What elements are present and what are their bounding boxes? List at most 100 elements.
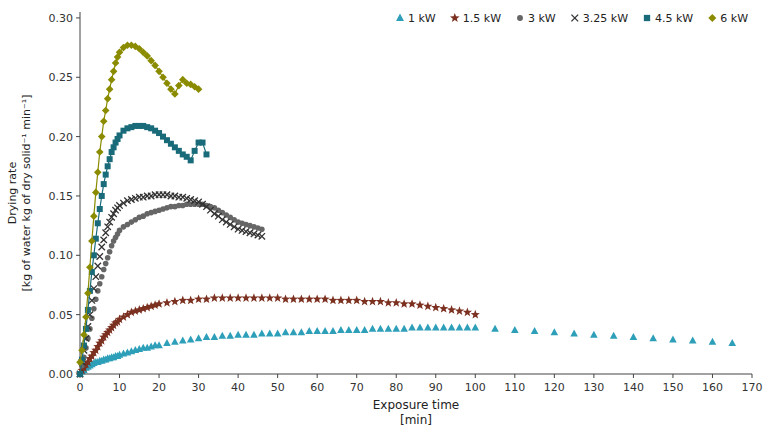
data-point (91, 252, 97, 258)
data-point (249, 293, 258, 302)
data-point (281, 294, 290, 303)
data-point (439, 304, 448, 313)
data-point (77, 371, 83, 377)
chart: 0102030405060708090100110120130140150160… (0, 0, 768, 432)
data-point (202, 294, 211, 303)
data-point (305, 327, 313, 334)
data-point (689, 337, 697, 344)
x-tick-label: 140 (623, 381, 644, 394)
series (76, 324, 736, 377)
legend-label: 3 kW (528, 12, 556, 25)
data-point (415, 300, 424, 309)
data-point (103, 172, 109, 178)
data-point (102, 107, 110, 115)
legend-item: 3 kW (517, 12, 556, 25)
data-point (353, 326, 361, 333)
x-tick-label: 170 (742, 381, 763, 394)
data-point (97, 253, 103, 259)
x-tick-label: 10 (113, 381, 127, 394)
y-tick (76, 195, 80, 196)
series (77, 123, 209, 377)
x-tick (752, 374, 753, 378)
data-point (590, 331, 598, 338)
data-point (570, 329, 578, 336)
data-point (282, 328, 290, 335)
data-point (159, 73, 167, 81)
data-point (447, 305, 456, 314)
data-point (226, 332, 234, 339)
data-point (511, 326, 519, 333)
data-point (154, 299, 163, 308)
data-point (328, 296, 337, 305)
data-point (175, 82, 183, 90)
y-tick-label: 0.30 (49, 12, 74, 25)
data-point (218, 293, 227, 302)
data-point (95, 220, 101, 226)
legend-label: 3.25 kW (583, 12, 628, 25)
data-point (91, 306, 97, 312)
data-point (265, 293, 274, 302)
data-point (400, 299, 409, 308)
data-point (92, 189, 100, 197)
x-tick (317, 374, 318, 378)
x-tick-label: 0 (77, 381, 84, 394)
data-point (226, 293, 235, 302)
data-point (709, 338, 717, 345)
y-tick-label: 0.00 (49, 368, 74, 381)
data-point (416, 324, 424, 331)
data-point (361, 326, 369, 333)
x-tick-label: 110 (504, 381, 525, 394)
data-point (163, 339, 171, 346)
legend-marker (708, 14, 716, 22)
data-point (84, 289, 92, 297)
data-point (187, 335, 195, 342)
data-point (376, 297, 385, 306)
data-point (649, 334, 657, 341)
data-point (531, 327, 539, 334)
x-tick-label: 100 (465, 381, 486, 394)
data-point (385, 325, 393, 332)
data-point (321, 294, 330, 303)
legend-item: 4.5 kW (644, 12, 694, 25)
data-point (369, 325, 377, 332)
legend-marker (450, 13, 460, 22)
data-point (258, 329, 266, 336)
data-point (203, 151, 209, 157)
data-point (80, 331, 88, 339)
x-tick (238, 374, 239, 378)
data-point (101, 181, 107, 187)
x-tick (712, 374, 713, 378)
series (77, 201, 264, 376)
data-point (471, 310, 480, 319)
x-tick-label: 120 (544, 381, 565, 394)
data-point (250, 331, 258, 338)
data-point (728, 339, 736, 346)
legend-label: 6 kW (720, 12, 748, 25)
data-point (178, 296, 187, 305)
data-point (360, 297, 369, 306)
x-tick-label: 90 (429, 381, 443, 394)
data-point (384, 298, 393, 307)
data-point (337, 326, 345, 333)
data-point (259, 226, 265, 232)
x-tick (514, 374, 515, 378)
x-tick (198, 374, 199, 378)
legend-marker (571, 15, 578, 22)
y-tick (76, 255, 80, 256)
x-tick (159, 374, 160, 378)
x-tick-label: 40 (231, 381, 245, 394)
data-point (108, 76, 116, 84)
y-axis-line (80, 12, 81, 374)
series (76, 41, 202, 365)
data-point (88, 237, 96, 245)
data-point (305, 294, 314, 303)
data-point (97, 281, 103, 287)
data-point (471, 324, 479, 331)
x-tick (593, 374, 594, 378)
x-axis-line (80, 374, 752, 375)
legend-label: 1 kW (408, 12, 436, 25)
series (77, 192, 265, 378)
data-point (345, 326, 353, 333)
series (75, 293, 479, 378)
data-point (155, 68, 163, 76)
